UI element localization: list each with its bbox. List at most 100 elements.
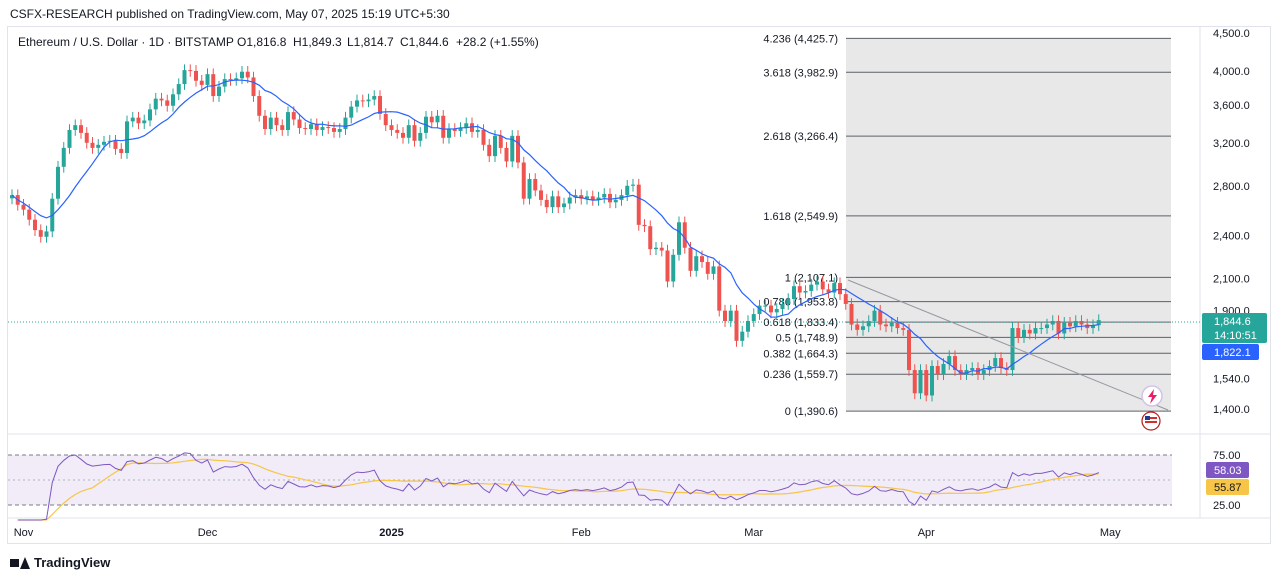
candle-body — [447, 128, 451, 138]
candle-body — [355, 100, 359, 107]
candle-body — [142, 120, 147, 124]
candle-body — [159, 98, 164, 101]
rsi-ma-label: 55.87 — [1214, 482, 1242, 494]
candle-body — [556, 196, 561, 208]
candle-body — [61, 147, 66, 167]
candle-body — [412, 125, 417, 141]
candle-body — [498, 135, 503, 148]
event-icons[interactable] — [1141, 385, 1163, 431]
fib-level-label: 2.618 (3,266.4) — [763, 131, 838, 143]
candle-body — [636, 184, 641, 225]
candle-body — [268, 117, 273, 129]
candle-body — [573, 195, 578, 198]
candle-body — [130, 117, 135, 122]
us-flag-stripe-1 — [1145, 417, 1157, 419]
candle-body — [866, 320, 871, 327]
candle-body — [659, 247, 664, 251]
candle-body — [1091, 325, 1095, 329]
candle-body — [217, 86, 221, 97]
price-tick-label: 3,200.0 — [1213, 138, 1250, 150]
candle-body — [786, 299, 791, 304]
candle-body — [303, 128, 308, 130]
fib-level-label: 1 (2,107.1) — [785, 272, 838, 284]
candle-body — [826, 289, 831, 293]
candle-body — [73, 125, 78, 130]
candle-body — [199, 80, 204, 85]
candle-body — [84, 132, 89, 143]
symbol-title: Ethereum / U.S. Dollar · 1D · BITSTAMP — [18, 35, 234, 49]
rsi-value-label: 58.03 — [1214, 465, 1242, 477]
candle-body — [912, 370, 917, 394]
candle-body — [694, 256, 699, 271]
price-tick-label: 2,400.0 — [1213, 230, 1250, 242]
candle-body — [286, 112, 290, 130]
candle-body — [291, 112, 296, 120]
candle-body — [654, 247, 658, 250]
candle-body — [544, 199, 549, 208]
time-axis: Nov Dec 2025 Feb Mar Apr May — [14, 527, 1121, 539]
tradingview-logo-icon — [10, 556, 30, 569]
candle-body — [332, 128, 336, 132]
fib-level-label: 0.382 (1,664.3) — [763, 348, 838, 360]
candle-body — [797, 286, 802, 293]
candle-body — [884, 324, 888, 327]
candle-body — [1010, 328, 1015, 371]
candle-body — [1033, 328, 1038, 334]
candle-body — [113, 140, 118, 149]
price-tick-label: 4,000.0 — [1213, 66, 1250, 78]
ohlc-change: +28.2 (+1.55%) — [456, 35, 539, 49]
candle-body — [590, 196, 595, 200]
time-tick-label: Dec — [198, 527, 218, 539]
candle-body — [464, 123, 469, 129]
candle-body — [1096, 320, 1101, 326]
candle-body — [27, 209, 32, 220]
candle-body — [700, 256, 704, 262]
candle-body — [705, 261, 710, 274]
candle-body — [257, 96, 262, 116]
candle-body — [165, 100, 170, 106]
countdown-label: 14:10:51 — [1214, 330, 1257, 342]
candle-body — [240, 71, 244, 79]
rsi-path — [17, 452, 1099, 521]
candle-body — [861, 326, 865, 330]
price-axis[interactable]: 4,500.0 4,000.0 3,600.0 3,200.0 2,800.0 2,400… — [1213, 28, 1250, 512]
last-price-label: 1,844.6 — [1214, 316, 1251, 328]
candle-body — [343, 117, 348, 129]
price-badges: 1,844.6 14:10:51 1,822.1 58.03 55.87 — [1202, 313, 1267, 495]
ma-path — [11, 79, 1099, 374]
price-tick-label: 2,100.0 — [1213, 273, 1250, 285]
candle-body — [401, 132, 405, 138]
candle-body — [441, 115, 446, 138]
fib-level-label: 0 (1,390.6) — [785, 406, 838, 418]
candle-body — [734, 310, 739, 341]
candle-body — [631, 184, 635, 186]
candle-body — [642, 224, 647, 227]
candle-body — [337, 128, 342, 132]
candle-body — [211, 74, 216, 97]
tradingview-brand[interactable]: TradingView — [10, 555, 110, 570]
candle-body — [360, 100, 365, 102]
candle-body — [1027, 329, 1032, 334]
candle-body — [383, 113, 388, 126]
candle-body — [792, 286, 796, 300]
candle-body — [372, 96, 377, 100]
rsi-series — [17, 452, 1099, 521]
candle-body — [406, 125, 411, 138]
candle-body — [815, 281, 819, 285]
candle-body — [1016, 328, 1021, 338]
candle-body — [38, 230, 43, 237]
candle-body — [1056, 320, 1061, 334]
candle-body — [602, 193, 607, 198]
candle-body — [999, 358, 1003, 369]
time-tick-label: Nov — [14, 527, 34, 539]
candle-body — [878, 310, 883, 325]
candle-body — [682, 222, 687, 248]
candle-body — [746, 320, 750, 332]
candle-body — [901, 328, 906, 330]
candle-body — [102, 141, 106, 145]
ohlc-close: C1,844.6 — [400, 35, 449, 49]
fibonacci-extension[interactable]: 4.236 (4,425.7) 3.618 (3,982.9) 2.618 (3,2… — [763, 33, 1171, 418]
fib-level-label: 4.236 (4,425.7) — [763, 33, 838, 45]
candle-body — [820, 281, 825, 290]
